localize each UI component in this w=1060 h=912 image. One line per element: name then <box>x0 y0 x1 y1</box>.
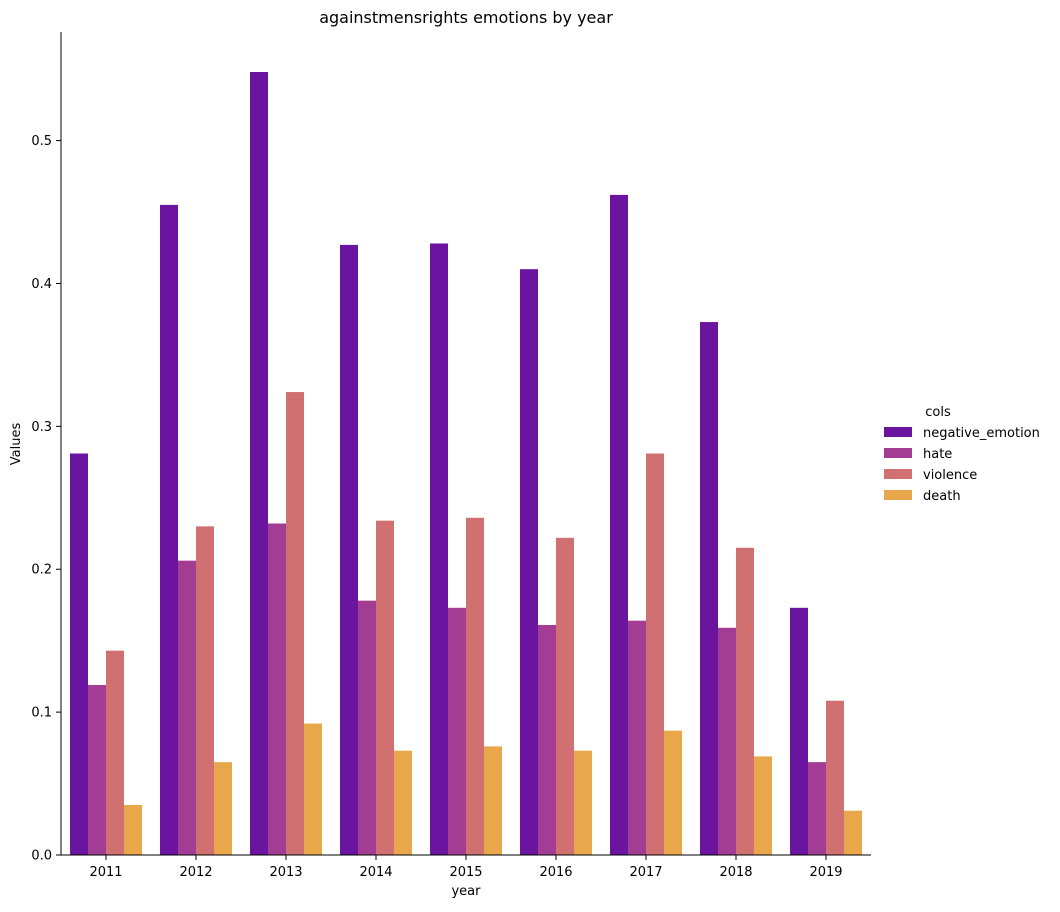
bar-death-2014 <box>394 750 412 855</box>
bar-hate-2016 <box>538 624 556 855</box>
bar-negative_emotion-2014 <box>340 244 358 855</box>
x-tick-label: 2014 <box>359 865 392 880</box>
bar-negative_emotion-2016 <box>520 269 538 855</box>
bar-negative_emotion-2019 <box>790 607 808 855</box>
bars-layer <box>70 72 862 856</box>
bar-death-2013 <box>304 723 322 855</box>
bar-hate-2011 <box>88 684 106 855</box>
bar-hate-2019 <box>808 762 826 855</box>
bar-violence-2018 <box>736 547 754 855</box>
chart-title: againstmensrights emotions by year <box>319 8 613 27</box>
x-tick-label: 2013 <box>269 865 302 880</box>
x-ticks: 2011 2012 2013 2014 2015 2016 2017 2018 2019 <box>89 855 843 880</box>
bar-hate-2015 <box>448 607 466 855</box>
bar-negative_emotion-2017 <box>610 194 628 855</box>
y-tick-label: 0.3 <box>31 420 52 435</box>
legend-label-death: death <box>923 489 961 504</box>
bar-violence-2012 <box>196 526 214 855</box>
bar-violence-2019 <box>826 700 844 855</box>
bar-hate-2012 <box>178 560 196 855</box>
x-tick-label: 2015 <box>449 865 482 880</box>
bar-violence-2017 <box>646 453 664 855</box>
x-tick-label: 2017 <box>629 865 662 880</box>
legend-title: cols <box>925 405 951 420</box>
bar-negative_emotion-2018 <box>700 322 718 855</box>
bar-negative_emotion-2011 <box>70 453 88 855</box>
bar-violence-2011 <box>106 650 124 855</box>
bar-death-2012 <box>214 762 232 855</box>
y-tick-label: 0.1 <box>31 706 52 721</box>
x-tick-label: 2012 <box>179 865 212 880</box>
x-tick-label: 2018 <box>719 865 752 880</box>
bar-hate-2013 <box>268 523 286 855</box>
legend-swatch-negative_emotion <box>884 427 912 437</box>
y-tick-label: 0.4 <box>31 277 52 292</box>
legend-swatch-death <box>884 490 912 500</box>
legend-label-hate: hate <box>923 447 952 462</box>
bar-negative_emotion-2013 <box>250 72 268 855</box>
bar-death-2018 <box>754 756 772 855</box>
bar-violence-2015 <box>466 517 484 855</box>
y-ticks: 0.0 0.1 0.2 0.3 0.4 0.5 <box>31 134 61 864</box>
y-axis-label: Values <box>9 423 24 466</box>
bar-death-2016 <box>574 750 592 855</box>
y-tick-label: 0.2 <box>31 563 52 578</box>
y-tick-label: 0.0 <box>31 849 52 864</box>
bar-violence-2014 <box>376 520 394 855</box>
legend-swatch-hate <box>884 448 912 458</box>
legend-label-negative_emotion: negative_emotion <box>923 426 1040 441</box>
bar-death-2019 <box>844 810 862 855</box>
x-tick-label: 2019 <box>809 865 842 880</box>
bar-violence-2016 <box>556 537 574 855</box>
bar-violence-2013 <box>286 392 304 855</box>
bar-negative_emotion-2015 <box>430 243 448 856</box>
bar-death-2017 <box>664 730 682 855</box>
bar-death-2011 <box>124 804 142 855</box>
x-tick-label: 2011 <box>89 865 122 880</box>
bar-death-2015 <box>484 746 502 855</box>
x-tick-label: 2016 <box>539 865 572 880</box>
legend-swatch-violence <box>884 469 912 479</box>
y-tick-label: 0.5 <box>31 134 52 149</box>
bar-hate-2017 <box>628 620 646 855</box>
bar-negative_emotion-2012 <box>160 204 178 855</box>
bar-hate-2014 <box>358 600 376 855</box>
legend-label-violence: violence <box>923 468 977 483</box>
bar-hate-2018 <box>718 627 736 855</box>
x-axis-label: year <box>451 884 481 899</box>
